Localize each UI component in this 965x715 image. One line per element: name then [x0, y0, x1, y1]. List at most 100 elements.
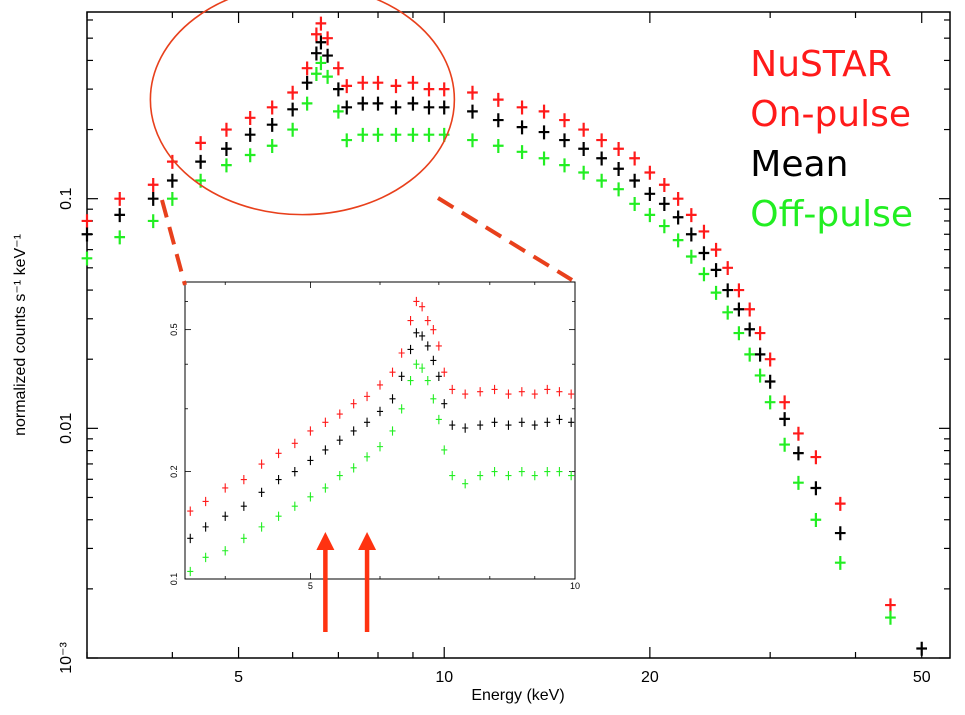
inset-y-tick-label: 0.2	[169, 465, 179, 478]
data-point	[390, 127, 402, 142]
data-point	[363, 391, 371, 402]
data-point	[733, 302, 745, 317]
y-tick-label: 0.01	[58, 413, 75, 444]
data-point	[336, 435, 343, 445]
data-point	[916, 641, 928, 656]
data-point	[407, 344, 414, 355]
data-point	[744, 302, 755, 317]
data-point	[834, 526, 846, 541]
data-point	[596, 133, 607, 148]
data-point	[291, 501, 298, 511]
data-point	[449, 384, 456, 395]
data-point	[779, 412, 790, 427]
data-point	[516, 145, 528, 160]
data-point	[311, 27, 322, 42]
data-point	[350, 463, 357, 473]
inset-y-tick-label: 0.1	[169, 573, 179, 586]
data-point	[81, 227, 93, 242]
data-point	[275, 448, 282, 459]
data-point	[114, 230, 126, 245]
data-point	[332, 82, 344, 97]
data-point	[424, 375, 431, 386]
data-point	[578, 122, 589, 137]
data-point	[685, 227, 697, 242]
series-off-pulse	[81, 56, 896, 625]
data-point	[834, 496, 846, 511]
data-point	[722, 283, 733, 298]
data-point	[477, 470, 484, 481]
data-point	[357, 96, 369, 111]
data-point	[301, 61, 313, 76]
legend-entry-off-pulse: Off-pulse	[750, 194, 913, 235]
data-point	[301, 96, 313, 111]
data-point	[779, 395, 790, 410]
data-point	[556, 414, 563, 425]
data-point	[147, 191, 159, 206]
data-point	[424, 316, 431, 326]
data-point	[596, 151, 607, 166]
data-point	[413, 296, 420, 307]
arrow-head	[358, 532, 377, 550]
inset-frame	[184, 281, 576, 580]
data-point	[357, 127, 369, 142]
data-point	[477, 420, 484, 430]
data-point	[202, 552, 209, 563]
data-point	[505, 420, 512, 430]
data-point	[372, 96, 384, 111]
data-point	[244, 127, 256, 142]
data-point	[658, 219, 670, 234]
data-point	[357, 75, 369, 90]
data-point	[413, 328, 420, 338]
data-point	[287, 85, 298, 100]
data-point	[275, 511, 282, 521]
data-point	[322, 48, 333, 63]
data-point	[710, 242, 722, 257]
data-point	[538, 125, 550, 140]
data-point	[722, 305, 733, 320]
data-point	[658, 178, 670, 192]
data-point	[531, 389, 538, 399]
data-point	[578, 165, 589, 180]
data-point	[544, 467, 551, 477]
data-point	[240, 501, 247, 511]
plot-frame	[86, 11, 951, 659]
data-point	[332, 61, 344, 76]
data-point	[672, 210, 684, 225]
data-point	[672, 233, 684, 248]
data-point	[222, 511, 229, 521]
data-point	[644, 165, 656, 180]
x-tick-label: 50	[913, 669, 931, 686]
data-point	[398, 404, 405, 414]
data-point	[438, 100, 450, 115]
data-point	[441, 445, 448, 455]
legend-entry-mean: Mean	[750, 144, 849, 185]
data-point	[222, 546, 229, 556]
inset-y-tick-label: 0.5	[169, 323, 179, 336]
y-tick-label: 0.1	[58, 187, 75, 209]
x-tick-label: 10	[435, 669, 453, 686]
data-point	[544, 417, 551, 427]
data-point	[449, 470, 456, 481]
data-point	[629, 197, 640, 212]
data-point	[332, 104, 344, 119]
data-point	[187, 566, 194, 577]
data-point	[147, 178, 159, 192]
data-point	[744, 322, 755, 337]
data-point	[754, 347, 766, 362]
data-point	[407, 316, 414, 326]
data-point	[287, 122, 298, 137]
data-point	[389, 394, 396, 404]
data-point	[341, 100, 353, 115]
data-point	[491, 384, 498, 395]
data-point	[398, 371, 405, 382]
data-point	[322, 483, 329, 493]
data-point	[435, 414, 442, 425]
data-point	[266, 100, 278, 115]
data-point	[407, 75, 419, 90]
data-point	[885, 598, 896, 613]
data-point	[202, 522, 209, 532]
arrow-1	[316, 532, 335, 632]
y-tick-label: 10⁻³	[58, 642, 75, 674]
highlight-ellipse	[149, 0, 456, 216]
